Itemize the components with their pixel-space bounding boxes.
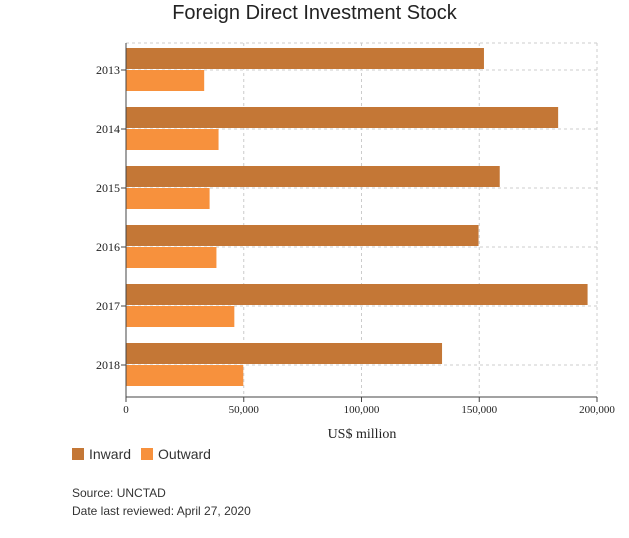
legend: Inward Outward <box>72 446 221 462</box>
x-tick-label: 150,000 <box>461 404 497 416</box>
x-tick-label: 0 <box>123 404 129 416</box>
bar-inward-2018[interactable] <box>126 343 443 364</box>
legend-swatch-inward <box>72 448 84 460</box>
x-tick-label: 200,000 <box>579 404 615 416</box>
x-tick-label: 50,000 <box>229 404 260 416</box>
legend-label-outward: Outward <box>158 446 211 462</box>
legend-swatch-outward <box>141 448 154 460</box>
x-axis-title: US$ million <box>328 427 397 440</box>
bar-outward-2015[interactable] <box>126 188 210 209</box>
bar-inward-2014[interactable] <box>126 107 559 128</box>
source-note: Source: UNCTAD <box>72 486 166 500</box>
y-tick-label: 2018 <box>96 358 120 372</box>
y-tick-label: 2017 <box>96 299 120 313</box>
y-tick-label: 2014 <box>96 122 120 136</box>
bar-inward-2017[interactable] <box>126 284 588 305</box>
y-tick-label: 2016 <box>96 240 120 254</box>
legend-item-outward[interactable]: Outward <box>141 446 211 462</box>
bar-outward-2017[interactable] <box>126 306 235 327</box>
bar-chart: 0 50,000 100,000 150,000 200,000 2013 2014 2015… <box>96 42 615 440</box>
chart-title: Foreign Direct Investment Stock <box>172 2 457 24</box>
legend-label-inward: Inward <box>89 446 132 462</box>
y-tick-label: 2013 <box>96 63 120 77</box>
bar-inward-2016[interactable] <box>126 225 479 246</box>
y-tick-label: 2015 <box>96 181 120 195</box>
legend-item-inward[interactable]: Inward <box>72 446 131 462</box>
bar-inward-2013[interactable] <box>126 48 484 69</box>
bar-outward-2013[interactable] <box>126 70 205 91</box>
bar-outward-2018[interactable] <box>126 365 244 386</box>
x-tick-label: 100,000 <box>344 404 380 416</box>
bar-outward-2016[interactable] <box>126 247 217 268</box>
bar-outward-2014[interactable] <box>126 129 219 150</box>
bar-inward-2015[interactable] <box>126 166 500 187</box>
last-reviewed-note: Date last reviewed: April 27, 2020 <box>72 504 251 518</box>
